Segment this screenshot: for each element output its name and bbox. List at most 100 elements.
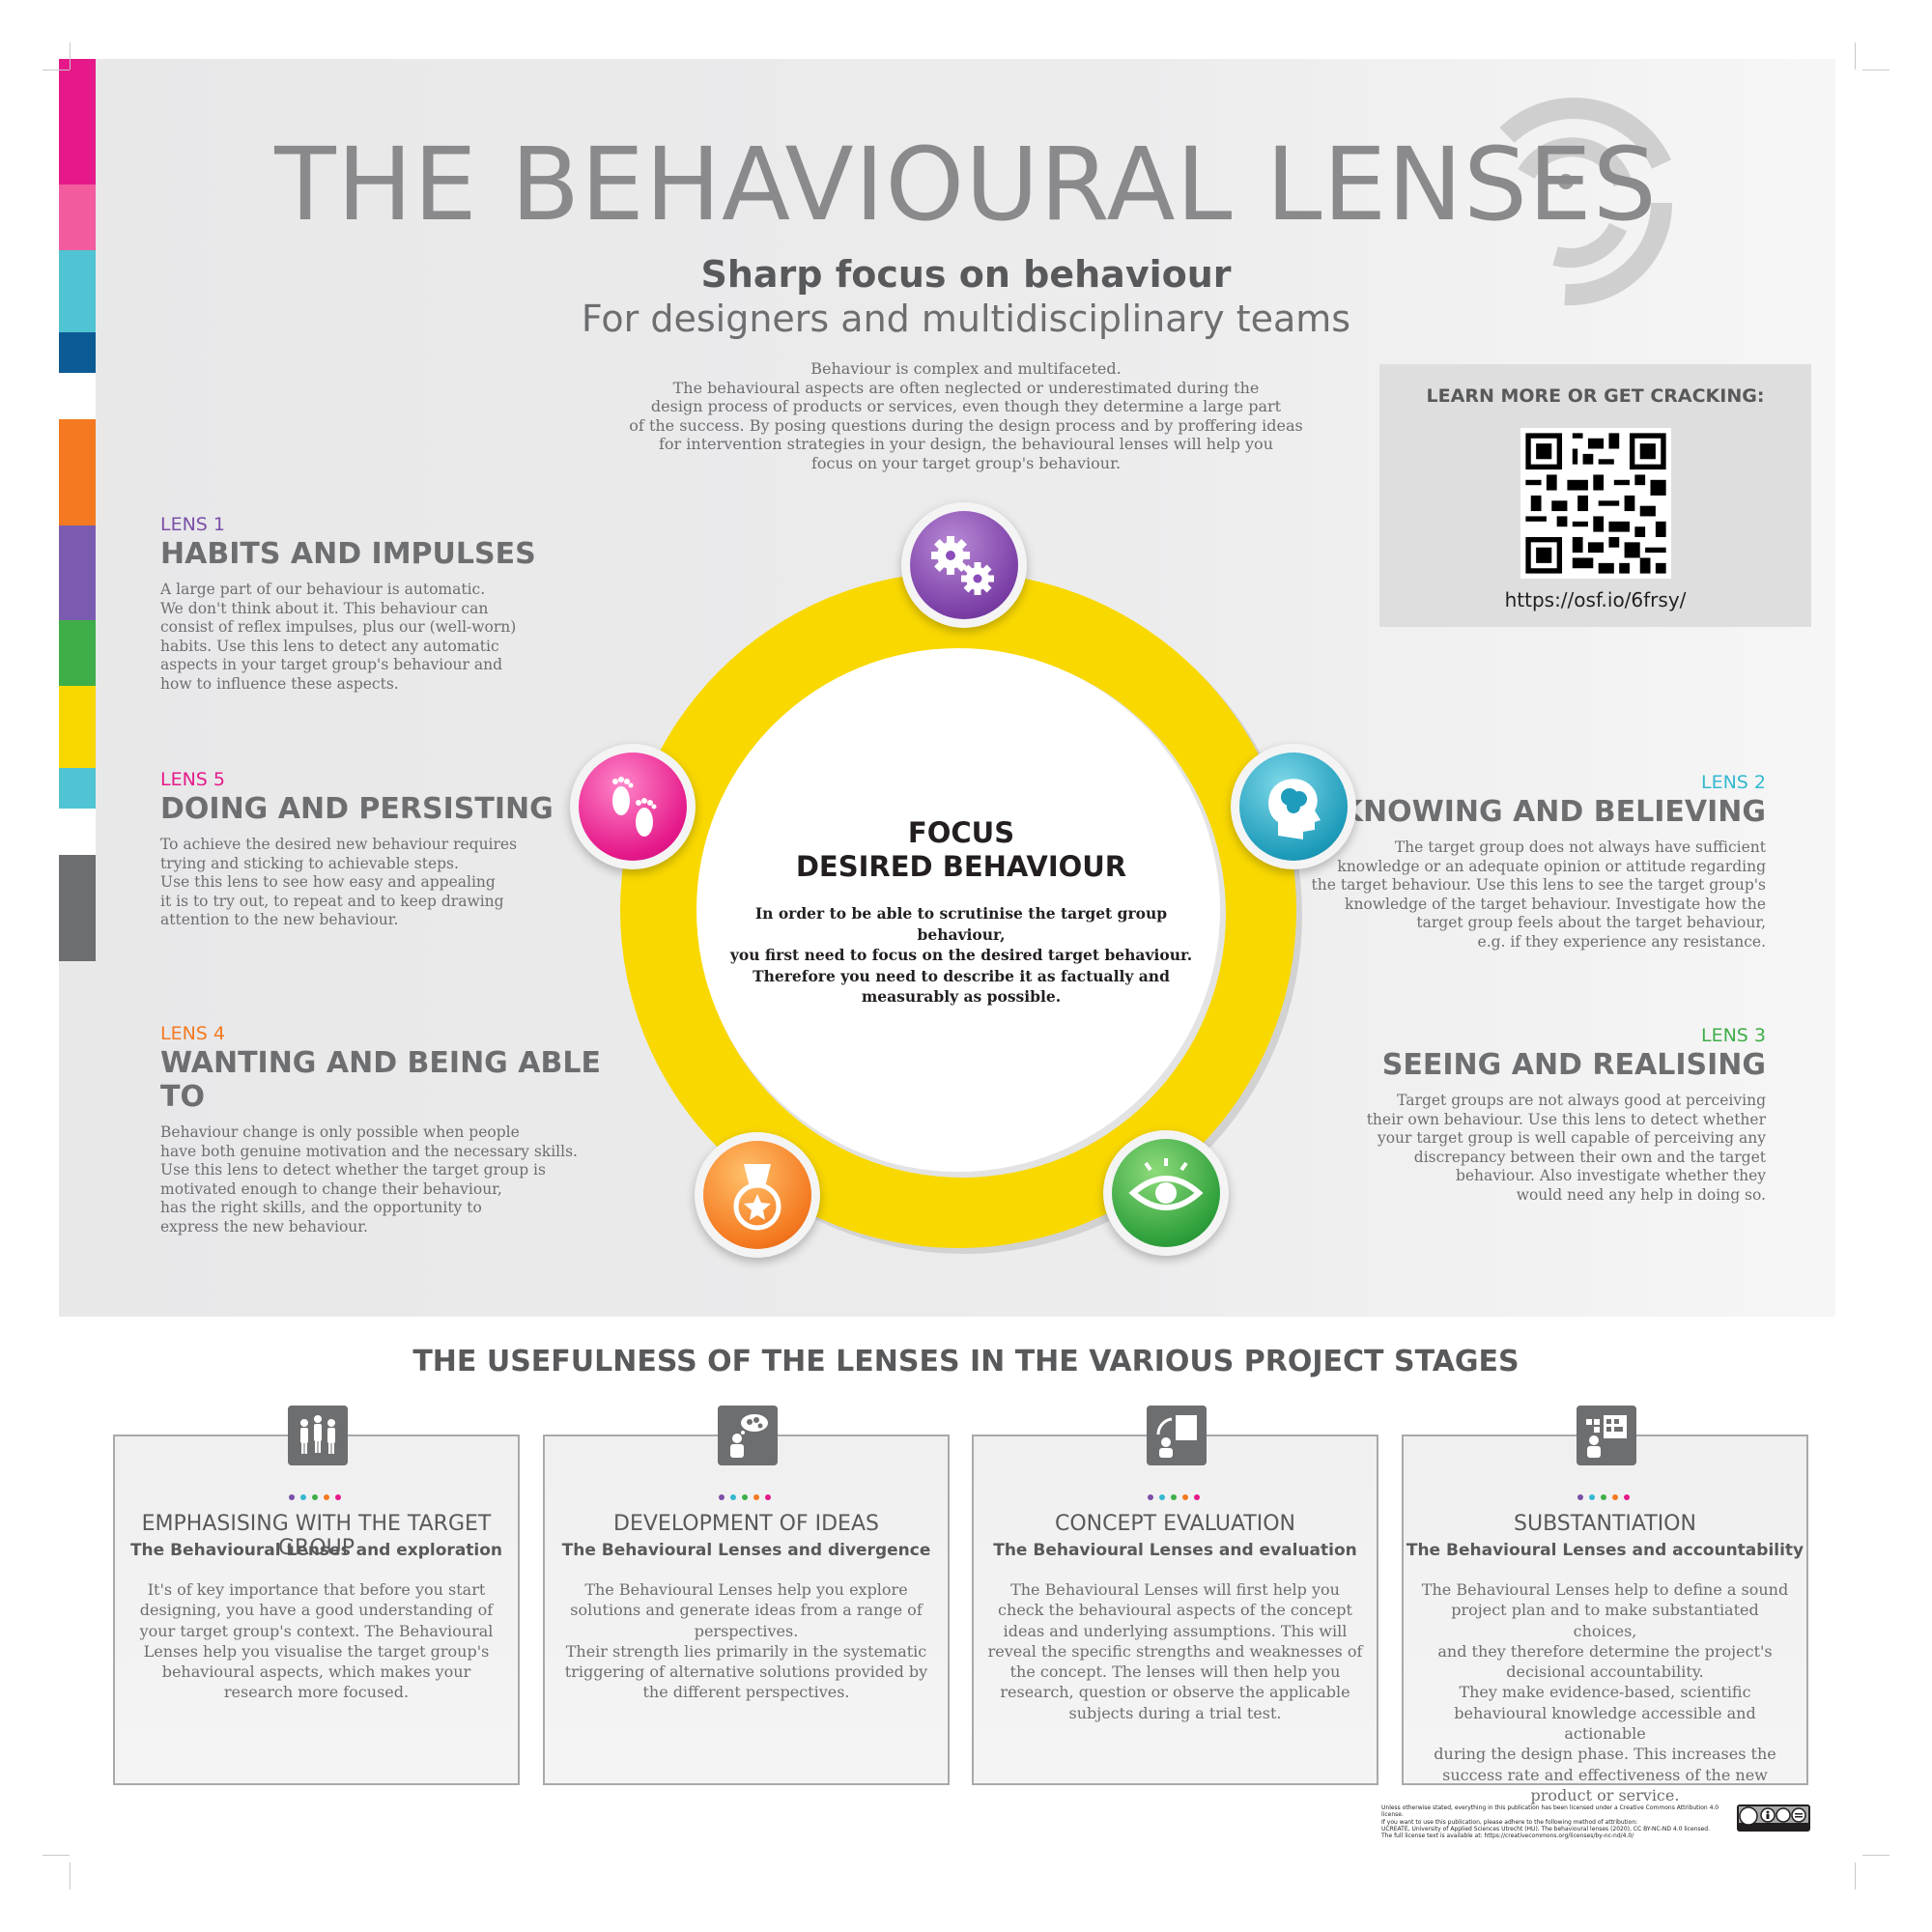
lens-1-bubble[interactable] — [901, 502, 1027, 628]
lens-number: LENS 4 — [160, 1023, 225, 1044]
stage-card-evaluation: CONCEPT EVALUATION The Behavioural Lense… — [972, 1435, 1378, 1785]
lens-text-line: A large part of our behaviour is automat… — [160, 581, 486, 598]
color-strip-segment — [59, 809, 96, 855]
card-text-line: The Behavioural Lenses help to define a … — [1421, 1580, 1789, 1599]
page-subtitle: Sharp focus on behaviour — [700, 253, 1232, 296]
license-text: Unless otherwise stated, everything in t… — [1381, 1804, 1734, 1839]
lens-title: SEEING AND REALISING — [1381, 1048, 1766, 1082]
intro-line: Behaviour is complex and multifaceted. — [810, 359, 1122, 378]
stage-card-heading: EMPHASISING WITH THE TARGET GROUP — [141, 1512, 492, 1560]
lens-text-line: express the new behaviour. — [160, 1217, 368, 1236]
card-text-line: reveal the specific strengths and weakne… — [987, 1641, 1363, 1661]
stage-card-subheading: The Behavioural Lenses and exploration — [129, 1541, 503, 1560]
dot — [289, 1494, 295, 1500]
dot — [765, 1494, 771, 1500]
stage-card-subheading: The Behavioural Lenses and evaluation — [993, 1541, 1357, 1560]
lens-text-line: trying and sticking to achievable steps. — [160, 854, 459, 872]
stage-card-text: The Behavioural Lenses will first help y… — [987, 1579, 1363, 1723]
lens-text-line: the target behaviour. Use this lens to s… — [1311, 876, 1766, 895]
lens-text-line: how to influence these aspects. — [160, 674, 399, 693]
evaluation-icon — [1147, 1406, 1207, 1465]
lens-description: To achieve the desired new behaviour req… — [160, 836, 566, 930]
dot — [300, 1494, 306, 1500]
page-subtitle-secondary: For designers and multidisciplinary team… — [581, 298, 1351, 340]
lens-color-dots — [1145, 1486, 1203, 1500]
card-text-line: The Behavioural Lenses help you explore — [584, 1580, 908, 1599]
lens-number: LENS 2 — [1701, 772, 1766, 793]
stage-card-heading: DEVELOPMENT OF IDEAS — [613, 1512, 879, 1536]
presentation-icon — [1577, 1406, 1636, 1465]
stage-card-subheading: The Behavioural Lenses and accountabilit… — [1406, 1541, 1804, 1560]
dot — [1589, 1494, 1595, 1500]
lens-logo-icon — [1499, 98, 1673, 306]
color-strip-segment — [59, 419, 96, 526]
stage-card-heading: SUBSTANTIATION — [1514, 1512, 1696, 1536]
crop-mark — [1862, 70, 1889, 71]
intro-line: The behavioural aspects are often neglec… — [672, 378, 1260, 397]
focus-title-line: DESIRED BEHAVIOUR — [795, 850, 1127, 883]
lens-title: WANTING AND BEING ABLE TO — [160, 1046, 601, 1114]
stage-card-ideas: DEVELOPMENT OF IDEAS The Behavioural Len… — [543, 1435, 950, 1785]
focus-text-line: Therefore you need to describe it as fac… — [753, 966, 1170, 985]
card-text-line: Their strength lies primarily in the sys… — [565, 1641, 927, 1661]
stage-card-text: The Behavioural Lenses help you explore … — [558, 1579, 934, 1703]
dot — [1194, 1494, 1200, 1500]
card-text-line: decisional accountability. — [1506, 1662, 1704, 1682]
focus-ring — [620, 572, 1302, 1254]
lens-title: HABITS AND IMPULSES — [160, 537, 536, 571]
color-strip-segment — [59, 185, 96, 250]
dot — [1601, 1494, 1606, 1500]
lens-text-line: aspects in your target group's behaviour… — [160, 656, 503, 674]
card-text-line: check the behavioural aspects of the con… — [998, 1601, 1352, 1620]
lens-description: Target groups are not always good at per… — [1285, 1092, 1766, 1206]
intro-line: for intervention strategies in your desi… — [659, 435, 1273, 454]
dot — [1577, 1494, 1583, 1500]
lens-3-block: LENS 3 SEEING AND REALISING Target group… — [1285, 1025, 1766, 1206]
lens-text-line: target group feels about the target beha… — [1416, 914, 1766, 932]
crop-mark — [1855, 43, 1856, 70]
focus-text-line: In order to be able to scrutinise the ta… — [754, 904, 1168, 944]
stage-card-text: It's of key importance that before you s… — [128, 1579, 504, 1703]
lens-description: A large part of our behaviour is automat… — [160, 581, 566, 695]
lens-text-line: e.g. if they experience any resistance. — [1477, 932, 1766, 951]
learn-more-title: LEARN MORE OR GET CRACKING: — [1426, 385, 1765, 407]
color-strip-segment — [59, 686, 96, 768]
card-text-line: the different perspectives. — [642, 1683, 850, 1702]
lens-text-line: Target groups are not always good at per… — [1397, 1092, 1766, 1109]
lens-text-line: your target group is well capable of per… — [1377, 1129, 1766, 1148]
lens-number: LENS 1 — [160, 514, 225, 535]
lens-description: Behaviour change is only possible when p… — [160, 1123, 605, 1237]
card-text-line: product or service. — [1530, 1785, 1680, 1804]
lens-color-dots — [286, 1486, 344, 1500]
cc-by-nc-nd-icon[interactable] — [1737, 1804, 1810, 1832]
lens-text-line: motivated enough to change their behavio… — [160, 1179, 502, 1198]
lens-text-line: behaviour. Also investigate whether they — [1455, 1167, 1766, 1185]
card-text-line: subjects during a trial test. — [1068, 1703, 1282, 1722]
lens-2-bubble[interactable] — [1231, 744, 1356, 869]
card-text-line: designing, you have a good understanding… — [139, 1601, 494, 1620]
lens-4-bubble[interactable] — [695, 1132, 820, 1258]
lens-5-bubble[interactable] — [570, 744, 696, 869]
lens-3-bubble[interactable] — [1103, 1130, 1229, 1256]
learn-more-box: LEARN MORE OR GET CRACKING: https://osf.… — [1379, 364, 1811, 627]
card-text-line: and they therefore determine the project… — [1437, 1641, 1773, 1661]
qr-code-icon[interactable] — [1520, 428, 1671, 579]
lens-2-block: LENS 2 KNOWING AND BELIEVING The target … — [1285, 772, 1766, 952]
lens-color-dots — [1575, 1486, 1633, 1500]
lens-text-line: consist of reflex impulses, plus our (we… — [160, 618, 517, 637]
license-line[interactable]: The full license text is available at: h… — [1381, 1833, 1634, 1840]
stages-title: THE USEFULNESS OF THE LENSES IN THE VARI… — [412, 1345, 1520, 1378]
learn-more-url[interactable]: https://osf.io/6frsy/ — [1504, 588, 1687, 611]
color-strip-segment — [59, 855, 96, 961]
stage-card-substantiation: SUBSTANTIATION The Behavioural Lenses an… — [1402, 1435, 1808, 1804]
lens-text-line: Use this lens to see how easy and appeal… — [160, 873, 496, 892]
dot — [1148, 1494, 1153, 1500]
stage-card-subheading: The Behavioural Lenses and divergence — [561, 1541, 931, 1560]
card-text-line: during the design phase. This increases … — [1434, 1745, 1776, 1764]
bubble-fill — [579, 753, 687, 861]
crop-mark — [43, 1855, 70, 1856]
lens-text-line: habits. Use this lens to detect any auto… — [160, 637, 499, 655]
lens-text-line: knowledge or an adequate opinion or atti… — [1337, 857, 1766, 875]
lens-text-line: attention to the new behaviour. — [160, 911, 399, 929]
dot — [1159, 1494, 1165, 1500]
